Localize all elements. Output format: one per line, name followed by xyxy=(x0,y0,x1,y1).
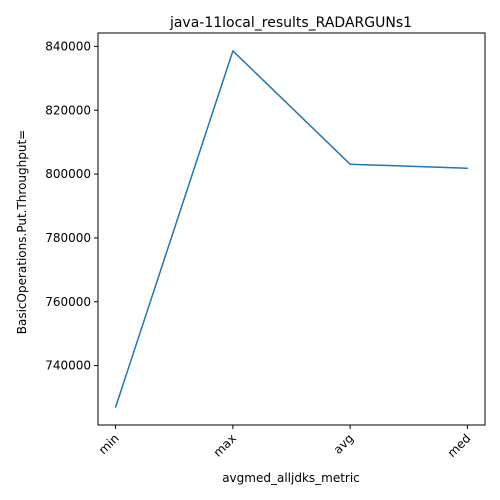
y-axis-label: BasicOperations.Put.Throughput= xyxy=(15,130,29,334)
x-tick-label: min xyxy=(96,431,122,457)
series-layer xyxy=(114,50,469,408)
y-tick-label: 780000 xyxy=(45,231,91,245)
y-tick-label: 800000 xyxy=(45,167,91,181)
x-tick-label: avg xyxy=(331,431,357,457)
y-tick-label: 840000 xyxy=(45,39,91,53)
plot-frame xyxy=(97,32,486,426)
y-tick-label: 820000 xyxy=(45,103,91,117)
series-line xyxy=(114,50,469,408)
x-axis: min max avg med xyxy=(96,425,474,460)
x-tick-label: max xyxy=(211,431,239,459)
x-axis-label: avgmed_alljdks_metric xyxy=(222,471,360,485)
x-tick-label: med xyxy=(445,431,474,460)
y-axis: 740000 760000 780000 800000 820000 840000 xyxy=(45,39,98,373)
y-tick-label: 740000 xyxy=(45,359,91,373)
chart-title: java-11local_results_RADARGUNs1 xyxy=(169,15,412,31)
y-tick-label: 760000 xyxy=(45,295,91,309)
